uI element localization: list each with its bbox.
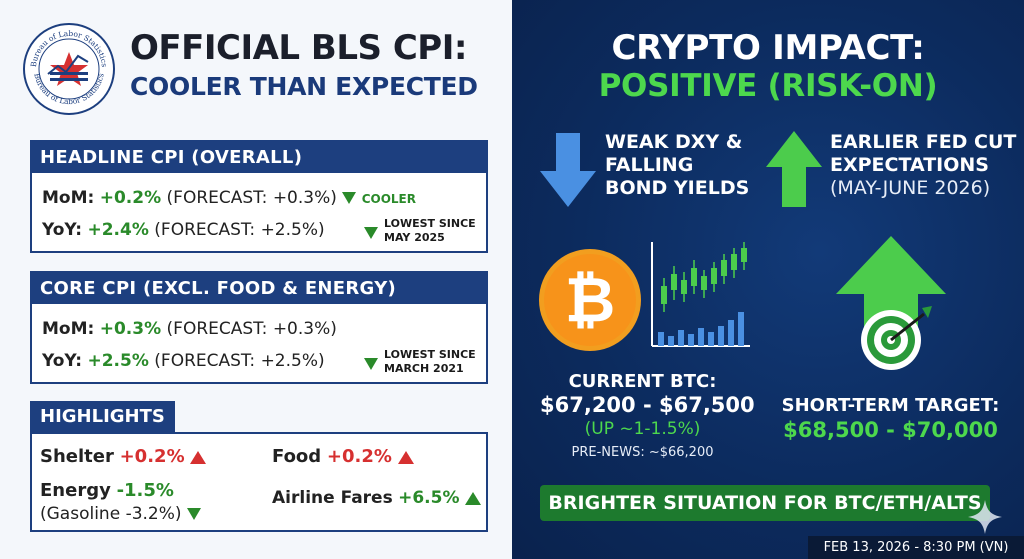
core-mom-forecast: (FORECAST: +0.3%) [166,319,337,339]
crypto-title: CRYPTO IMPACT: [611,28,925,68]
energy-value: -1.5% [116,480,174,501]
btc-range: $67,200 - $67,500 [540,393,755,417]
headline-mom-row: MoM: +0.2% (FORECAST: +0.3%) COOLER [42,188,416,208]
airline-item: Airline Fares +6.5% [272,488,481,508]
brighter-situation-banner: BRIGHTER SITUATION FOR BTC/ETH/ALTS [540,485,990,521]
fed-line-1: EARLIER FED CUT [830,131,1017,153]
down-arrow-icon [540,133,596,207]
core-yoy-row: YoY: +2.5% (FORECAST: +2.5%) [42,351,325,371]
highlights-title: HIGHLIGHTS [30,401,175,432]
core-mom-label: MoM: [42,319,95,339]
page-title: OFFICIAL BLS CPI: [130,28,467,68]
pre-news-price: PRE-NEWS: ~$66,200 [571,445,714,460]
core-cpi-title: CORE CPI (EXCL. FOOD & ENERGY) [32,273,486,304]
shelter-value: +0.2% [119,446,185,467]
headline-mom-forecast: (FORECAST: +0.3%) [166,188,337,208]
headline-yoy-note-2: MAY 2025 [384,231,445,244]
down-arrow-icon [364,358,378,370]
gasoline-item: (Gasoline -3.2%) [40,504,201,524]
shelter-item: Shelter +0.2% [40,446,207,467]
svg-text:₿: ₿ [565,263,616,336]
headline-yoy-forecast: (FORECAST: +2.5%) [154,220,325,240]
btc-change: (UP ~1-1.5%) [584,419,701,439]
dxy-line-3: BOND YIELDS [605,177,750,199]
headline-yoy-note-1: LOWEST SINCE [384,217,476,230]
core-yoy-note: LOWEST SINCE MARCH 2021 [384,348,476,376]
fed-line-3: (MAY-JUNE 2026) [830,177,991,199]
energy-item: Energy -1.5% [40,480,174,501]
gasoline-text: (Gasoline -3.2%) [40,504,182,524]
page-subtitle: COOLER THAN EXPECTED [130,72,478,101]
sparkle-icon [968,500,1002,534]
down-arrow-icon [342,192,357,204]
target-info: SHORT-TERM TARGET: $68,500 - $70,000 [768,395,1013,442]
energy-label: Energy [40,480,111,501]
up-arrow-icon [397,450,414,464]
headline-cpi-title: HEADLINE CPI (OVERALL) [32,142,486,173]
headline-yoy-note: LOWEST SINCE MAY 2025 [384,217,476,245]
headline-yoy-value: +2.4% [87,220,149,240]
timestamp-footer: FEB 13, 2026 - 8:30 PM (VN) [808,536,1024,559]
food-item: Food +0.2% [272,446,414,467]
airline-label: Airline Fares [272,488,393,508]
bitcoin-icon: ₿ [539,249,641,351]
food-label: Food [272,446,322,467]
headline-cpi-panel: HEADLINE CPI (OVERALL) MoM: +0.2% (FOREC… [30,140,488,253]
food-value: +0.2% [326,446,392,467]
headline-yoy-row: YoY: +2.4% (FORECAST: +2.5%) [42,220,325,240]
fed-text: EARLIER FED CUT EXPECTATIONS (MAY-JUNE 2… [830,131,1016,200]
headline-mom-note: COOLER [361,192,416,206]
highlights-panel: Shelter +0.2% Food +0.2% Energy -1.5% (G… [30,432,488,532]
core-yoy-forecast: (FORECAST: +2.5%) [154,351,325,371]
down-arrow-icon [364,227,378,239]
bls-seal-icon: Bureau of Labor Statistics Bureau of Lab… [23,23,115,115]
core-mom-row: MoM: +0.3% (FORECAST: +0.3%) [42,319,337,339]
down-arrow-icon [186,508,201,520]
core-yoy-value: +2.5% [87,351,149,371]
btc-info: CURRENT BTC: $67,200 - $67,500 (UP ~1-1.… [540,371,755,460]
headline-mom-value: +0.2% [99,188,162,208]
target-range: $68,500 - $70,000 [783,418,998,442]
dxy-line-1: WEAK DXY & [605,131,743,153]
airline-value: +6.5% [398,488,460,508]
fed-line-2: EXPECTATIONS [830,154,989,176]
shelter-label: Shelter [40,446,114,467]
core-mom-value: +0.3% [99,319,162,339]
crypto-subtitle: POSITIVE (RISK-ON) [598,68,938,104]
target-arrow-icon [836,236,946,370]
core-yoy-label: YoY: [42,351,83,371]
headline-yoy-label: YoY: [42,220,83,240]
target-label: SHORT-TERM TARGET: [781,395,1000,416]
dxy-line-2: FALLING [605,154,694,176]
core-yoy-note-2: MARCH 2021 [384,362,464,375]
dxy-text: WEAK DXY & FALLING BOND YIELDS [605,131,749,200]
core-cpi-panel: CORE CPI (EXCL. FOOD & ENERGY) MoM: +0.3… [30,271,488,384]
up-arrow-icon [190,450,207,464]
candlestick-chart-icon [651,242,750,347]
up-arrow-icon [464,491,481,505]
core-yoy-note-1: LOWEST SINCE [384,348,476,361]
btc-label: CURRENT BTC: [568,371,717,392]
headline-mom-label: MoM: [42,188,95,208]
up-arrow-icon [766,131,822,207]
